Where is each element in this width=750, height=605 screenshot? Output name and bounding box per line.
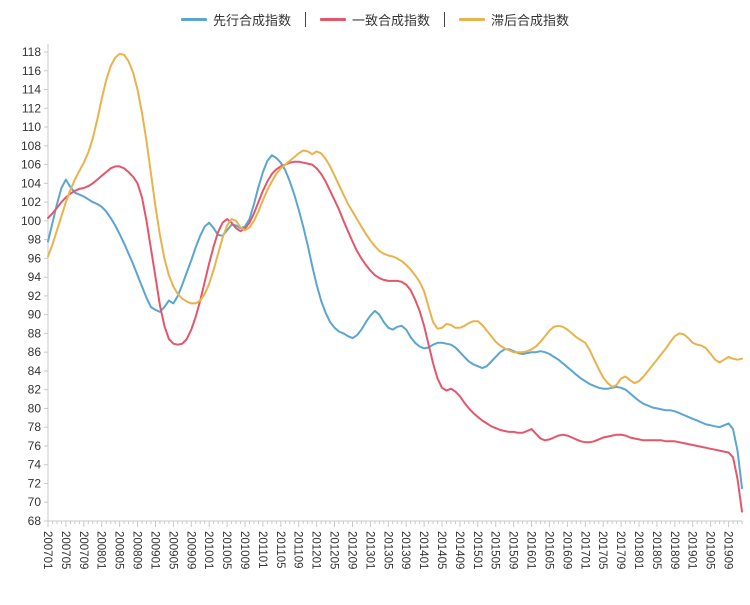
x-tick-label: 201905	[704, 531, 716, 569]
x-tick-label: 201405	[435, 531, 447, 569]
x-tick-label: 201101	[256, 531, 268, 569]
x-tick-label: 201805	[650, 531, 662, 569]
series-line-一致合成指数	[47, 160, 743, 513]
x-tick-label: 201701	[578, 531, 590, 569]
x-tick-label: 201301	[363, 531, 375, 569]
x-tick-label: 201601	[525, 531, 537, 569]
legend-line-swatch-coincident	[319, 18, 346, 21]
legend-label-leading: 先行合成指数	[212, 13, 291, 28]
legend-separator	[304, 12, 306, 27]
y-tick-label: 98	[28, 233, 42, 247]
x-tick-label: 201809	[668, 531, 680, 569]
y-tick-label: 70	[28, 495, 42, 509]
y-tick-label: 104	[21, 176, 41, 190]
x-tick-label: 201209	[345, 531, 357, 569]
y-tick-label: 92	[28, 289, 42, 303]
x-tick-label: 201801	[632, 531, 644, 569]
x-tick-label: 200701	[41, 531, 53, 569]
legend: 先行合成指数 一致合成指数 滞后合成指数	[0, 10, 750, 29]
x-tick-label: 201505	[489, 531, 501, 569]
y-tick-label: 84	[28, 364, 42, 378]
x-tick-label: 200801	[95, 531, 107, 569]
y-tick-label: 110	[22, 120, 41, 134]
y-tick-label: 86	[28, 345, 42, 359]
legend-line-swatch-lagging	[459, 18, 485, 21]
y-tick-label: 80	[28, 401, 42, 415]
legend-item-lagging-index[interactable]: 滞后合成指数	[459, 10, 569, 29]
x-tick-label: 200905	[166, 531, 178, 569]
x-tick-label: 201605	[542, 531, 554, 569]
legend-label-coincident: 一致合成指数	[351, 13, 430, 28]
x-tick-label: 201705	[596, 531, 608, 569]
x-tick-label: 200709	[77, 531, 89, 569]
legend-separator	[444, 12, 445, 27]
y-tick-label: 90	[28, 308, 42, 322]
legend-item-coincident-index[interactable]: 一致合成指数	[319, 10, 430, 29]
x-tick-label: 201409	[453, 531, 465, 569]
x-tick-label: 201501	[471, 531, 483, 569]
y-tick-label: 76	[28, 439, 42, 453]
y-tick-label: 74	[28, 458, 42, 472]
y-tick-label: 72	[28, 476, 42, 490]
y-tick-label: 118	[22, 45, 41, 59]
x-tick-label: 201105	[274, 531, 286, 569]
series-line-滞后合成指数	[47, 52, 743, 388]
y-tick-label: 114	[22, 83, 41, 97]
x-tick-label: 201401	[417, 531, 429, 569]
y-tick-label: 108	[21, 139, 41, 153]
x-tick-label: 201001	[202, 531, 214, 569]
y-tick-label: 106	[21, 158, 41, 172]
x-tick-label: 201309	[399, 531, 411, 569]
y-tick-label: 102	[21, 195, 41, 209]
legend-label-lagging: 滞后合成指数	[491, 13, 570, 28]
x-tick-label: 200809	[131, 531, 143, 569]
x-tick-label: 200909	[184, 531, 196, 569]
x-tick-label: 201901	[686, 531, 698, 569]
x-tick-label: 201709	[614, 531, 626, 569]
x-tick-label: 201305	[381, 531, 393, 569]
x-tick-label: 201909	[722, 531, 734, 569]
legend-item-leading-index[interactable]: 先行合成指数	[180, 10, 291, 29]
y-tick-label: 112	[22, 101, 41, 115]
x-tick-label: 200901	[148, 531, 160, 569]
y-tick-label: 94	[28, 270, 42, 284]
x-tick-label: 201205	[328, 531, 340, 569]
y-tick-label: 96	[28, 251, 42, 265]
x-tick-label: 201005	[220, 531, 232, 569]
series-line-先行合成指数	[47, 154, 743, 490]
x-tick-label: 201109	[292, 531, 304, 569]
x-tick-label: 200805	[113, 531, 125, 569]
x-tick-label: 200705	[59, 531, 71, 569]
y-tick-label: 68	[28, 514, 42, 528]
y-tick-label: 82	[28, 383, 42, 397]
y-tick-label: 78	[28, 420, 42, 434]
y-tick-label: 100	[21, 214, 41, 228]
y-tick-label: 88	[28, 326, 42, 340]
x-tick-label: 201201	[310, 531, 322, 569]
y-tick-label: 116	[22, 64, 41, 78]
x-tick-label: 201509	[507, 531, 519, 569]
legend-line-swatch-leading	[180, 18, 207, 21]
x-tick-label: 201609	[560, 531, 572, 569]
x-tick-label: 201009	[238, 531, 250, 569]
